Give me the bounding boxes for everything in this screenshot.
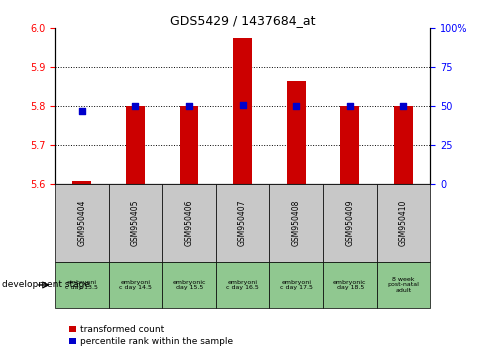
Point <box>293 103 300 109</box>
Point <box>400 103 407 109</box>
Text: GSM950409: GSM950409 <box>345 200 354 246</box>
Bar <box>55 184 109 262</box>
Bar <box>180 106 198 184</box>
Bar <box>323 184 377 262</box>
Text: embryoni
c day 13.5: embryoni c day 13.5 <box>65 280 98 290</box>
Bar <box>340 106 359 184</box>
Bar <box>287 81 305 184</box>
Bar <box>109 184 162 262</box>
Text: GSM950406: GSM950406 <box>185 200 194 246</box>
Text: embryoni
c day 16.5: embryoni c day 16.5 <box>226 280 259 290</box>
Point <box>346 103 354 109</box>
Bar <box>377 184 430 262</box>
Bar <box>377 262 430 308</box>
Bar <box>109 262 162 308</box>
Text: embryoni
c day 17.5: embryoni c day 17.5 <box>280 280 313 290</box>
Text: GSM950405: GSM950405 <box>131 200 140 246</box>
Point <box>78 108 86 114</box>
Bar <box>55 262 109 308</box>
Bar <box>233 38 252 184</box>
Bar <box>162 184 216 262</box>
Title: GDS5429 / 1437684_at: GDS5429 / 1437684_at <box>170 14 315 27</box>
Bar <box>216 184 270 262</box>
Bar <box>72 181 91 184</box>
Point <box>239 102 246 108</box>
Bar <box>394 106 413 184</box>
Text: 8 week
post-natal
adult: 8 week post-natal adult <box>388 277 419 293</box>
Bar <box>216 262 270 308</box>
Text: GSM950410: GSM950410 <box>399 200 408 246</box>
Text: embryonic
 day 18.5: embryonic day 18.5 <box>333 280 367 290</box>
Bar <box>323 262 377 308</box>
Text: GSM950408: GSM950408 <box>292 200 301 246</box>
Text: GSM950404: GSM950404 <box>77 200 86 246</box>
Bar <box>270 184 323 262</box>
Point <box>131 103 139 109</box>
Text: embryonic
 day 15.5: embryonic day 15.5 <box>172 280 206 290</box>
Text: GSM950407: GSM950407 <box>238 200 247 246</box>
Point <box>185 103 193 109</box>
Legend: transformed count, percentile rank within the sample: transformed count, percentile rank withi… <box>69 325 233 346</box>
Text: development stage: development stage <box>2 280 90 290</box>
Text: embryoni
c day 14.5: embryoni c day 14.5 <box>119 280 152 290</box>
Bar <box>126 106 145 184</box>
Bar <box>162 262 216 308</box>
Bar <box>270 262 323 308</box>
